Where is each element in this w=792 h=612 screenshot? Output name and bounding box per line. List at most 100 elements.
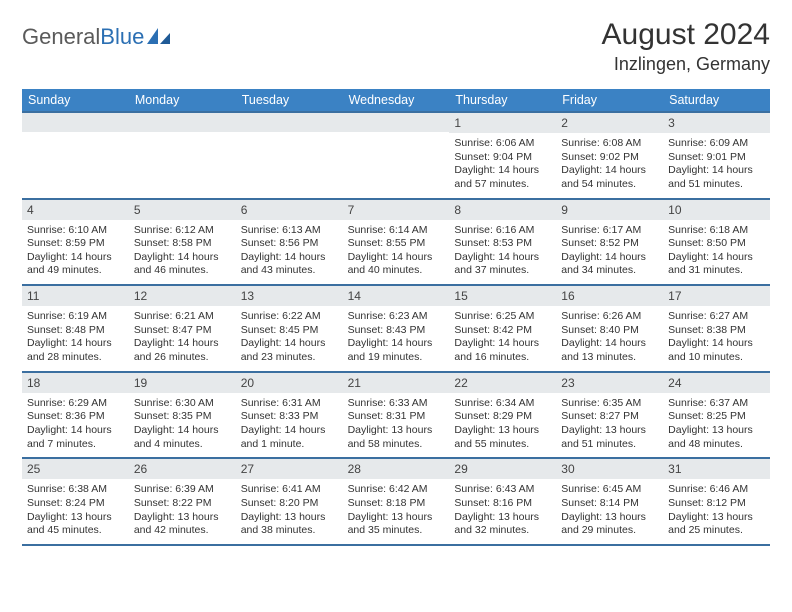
daylight-text: Daylight: 14 hours and 34 minutes. bbox=[561, 251, 658, 278]
sunrise-text: Sunrise: 6:43 AM bbox=[454, 483, 551, 497]
logo-sail-icon bbox=[146, 26, 172, 46]
daylight-text: Daylight: 14 hours and 1 minute. bbox=[241, 424, 338, 451]
daylight-text: Daylight: 13 hours and 55 minutes. bbox=[454, 424, 551, 451]
day-details bbox=[22, 132, 129, 190]
sunset-text: Sunset: 8:40 PM bbox=[561, 324, 658, 338]
daylight-text: Daylight: 13 hours and 45 minutes. bbox=[27, 511, 124, 538]
day-details: Sunrise: 6:34 AMSunset: 8:29 PMDaylight:… bbox=[449, 393, 556, 458]
week-row: 11Sunrise: 6:19 AMSunset: 8:48 PMDayligh… bbox=[22, 284, 770, 371]
sunset-text: Sunset: 8:16 PM bbox=[454, 497, 551, 511]
sunset-text: Sunset: 8:29 PM bbox=[454, 410, 551, 424]
sunrise-text: Sunrise: 6:16 AM bbox=[454, 224, 551, 238]
day-details: Sunrise: 6:35 AMSunset: 8:27 PMDaylight:… bbox=[556, 393, 663, 458]
daylight-text: Daylight: 14 hours and 19 minutes. bbox=[348, 337, 445, 364]
daylight-text: Daylight: 14 hours and 37 minutes. bbox=[454, 251, 551, 278]
day-cell: 27Sunrise: 6:41 AMSunset: 8:20 PMDayligh… bbox=[236, 459, 343, 544]
day-cell: 17Sunrise: 6:27 AMSunset: 8:38 PMDayligh… bbox=[663, 286, 770, 371]
day-details: Sunrise: 6:33 AMSunset: 8:31 PMDaylight:… bbox=[343, 393, 450, 458]
day-number: 9 bbox=[556, 200, 663, 220]
day-number: 5 bbox=[129, 200, 236, 220]
dow-thursday: Thursday bbox=[449, 89, 556, 111]
daylight-text: Daylight: 14 hours and 40 minutes. bbox=[348, 251, 445, 278]
day-cell: 10Sunrise: 6:18 AMSunset: 8:50 PMDayligh… bbox=[663, 200, 770, 285]
day-cell: 18Sunrise: 6:29 AMSunset: 8:36 PMDayligh… bbox=[22, 373, 129, 458]
day-number: 25 bbox=[22, 459, 129, 479]
daylight-text: Daylight: 14 hours and 23 minutes. bbox=[241, 337, 338, 364]
day-number: 16 bbox=[556, 286, 663, 306]
day-number bbox=[129, 113, 236, 132]
logo-text-general: General bbox=[22, 24, 100, 50]
day-details bbox=[129, 132, 236, 190]
day-number: 3 bbox=[663, 113, 770, 133]
sunrise-text: Sunrise: 6:42 AM bbox=[348, 483, 445, 497]
daylight-text: Daylight: 14 hours and 26 minutes. bbox=[134, 337, 231, 364]
daylight-text: Daylight: 14 hours and 10 minutes. bbox=[668, 337, 765, 364]
header: GeneralBlue August 2024 Inzlingen, Germa… bbox=[22, 18, 770, 75]
day-cell: 28Sunrise: 6:42 AMSunset: 8:18 PMDayligh… bbox=[343, 459, 450, 544]
day-number: 23 bbox=[556, 373, 663, 393]
sunset-text: Sunset: 8:36 PM bbox=[27, 410, 124, 424]
sunrise-text: Sunrise: 6:18 AM bbox=[668, 224, 765, 238]
sunrise-text: Sunrise: 6:21 AM bbox=[134, 310, 231, 324]
daylight-text: Daylight: 14 hours and 16 minutes. bbox=[454, 337, 551, 364]
sunset-text: Sunset: 8:50 PM bbox=[668, 237, 765, 251]
day-number: 1 bbox=[449, 113, 556, 133]
day-cell: 8Sunrise: 6:16 AMSunset: 8:53 PMDaylight… bbox=[449, 200, 556, 285]
day-number: 18 bbox=[22, 373, 129, 393]
day-cell: 15Sunrise: 6:25 AMSunset: 8:42 PMDayligh… bbox=[449, 286, 556, 371]
day-details: Sunrise: 6:46 AMSunset: 8:12 PMDaylight:… bbox=[663, 479, 770, 544]
calendar-bottom-border bbox=[22, 544, 770, 546]
daylight-text: Daylight: 14 hours and 46 minutes. bbox=[134, 251, 231, 278]
day-cell bbox=[129, 113, 236, 198]
dow-sunday: Sunday bbox=[22, 89, 129, 111]
logo: GeneralBlue bbox=[22, 24, 172, 50]
daylight-text: Daylight: 14 hours and 4 minutes. bbox=[134, 424, 231, 451]
day-details bbox=[343, 132, 450, 190]
sunrise-text: Sunrise: 6:26 AM bbox=[561, 310, 658, 324]
day-details bbox=[236, 132, 343, 190]
day-number bbox=[236, 113, 343, 132]
day-cell: 7Sunrise: 6:14 AMSunset: 8:55 PMDaylight… bbox=[343, 200, 450, 285]
sunset-text: Sunset: 8:27 PM bbox=[561, 410, 658, 424]
sunrise-text: Sunrise: 6:30 AM bbox=[134, 397, 231, 411]
day-number: 24 bbox=[663, 373, 770, 393]
week-row: 1Sunrise: 6:06 AMSunset: 9:04 PMDaylight… bbox=[22, 111, 770, 198]
sunrise-text: Sunrise: 6:46 AM bbox=[668, 483, 765, 497]
day-details: Sunrise: 6:12 AMSunset: 8:58 PMDaylight:… bbox=[129, 220, 236, 285]
day-cell: 24Sunrise: 6:37 AMSunset: 8:25 PMDayligh… bbox=[663, 373, 770, 458]
sunset-text: Sunset: 8:18 PM bbox=[348, 497, 445, 511]
daylight-text: Daylight: 14 hours and 49 minutes. bbox=[27, 251, 124, 278]
sunset-text: Sunset: 8:56 PM bbox=[241, 237, 338, 251]
daylight-text: Daylight: 14 hours and 28 minutes. bbox=[27, 337, 124, 364]
daylight-text: Daylight: 13 hours and 58 minutes. bbox=[348, 424, 445, 451]
sunset-text: Sunset: 8:53 PM bbox=[454, 237, 551, 251]
day-details: Sunrise: 6:17 AMSunset: 8:52 PMDaylight:… bbox=[556, 220, 663, 285]
day-details: Sunrise: 6:19 AMSunset: 8:48 PMDaylight:… bbox=[22, 306, 129, 371]
sunset-text: Sunset: 8:22 PM bbox=[134, 497, 231, 511]
day-details: Sunrise: 6:06 AMSunset: 9:04 PMDaylight:… bbox=[449, 133, 556, 198]
sunrise-text: Sunrise: 6:29 AM bbox=[27, 397, 124, 411]
day-details: Sunrise: 6:14 AMSunset: 8:55 PMDaylight:… bbox=[343, 220, 450, 285]
sunset-text: Sunset: 8:20 PM bbox=[241, 497, 338, 511]
sunset-text: Sunset: 8:48 PM bbox=[27, 324, 124, 338]
day-details: Sunrise: 6:39 AMSunset: 8:22 PMDaylight:… bbox=[129, 479, 236, 544]
sunrise-text: Sunrise: 6:19 AM bbox=[27, 310, 124, 324]
sunrise-text: Sunrise: 6:27 AM bbox=[668, 310, 765, 324]
sunrise-text: Sunrise: 6:33 AM bbox=[348, 397, 445, 411]
day-number: 30 bbox=[556, 459, 663, 479]
daylight-text: Daylight: 14 hours and 57 minutes. bbox=[454, 164, 551, 191]
sunrise-text: Sunrise: 6:31 AM bbox=[241, 397, 338, 411]
sunrise-text: Sunrise: 6:06 AM bbox=[454, 137, 551, 151]
daylight-text: Daylight: 14 hours and 54 minutes. bbox=[561, 164, 658, 191]
day-number: 7 bbox=[343, 200, 450, 220]
day-cell bbox=[22, 113, 129, 198]
day-details: Sunrise: 6:29 AMSunset: 8:36 PMDaylight:… bbox=[22, 393, 129, 458]
day-number: 13 bbox=[236, 286, 343, 306]
day-cell: 19Sunrise: 6:30 AMSunset: 8:35 PMDayligh… bbox=[129, 373, 236, 458]
day-number: 6 bbox=[236, 200, 343, 220]
day-cell: 26Sunrise: 6:39 AMSunset: 8:22 PMDayligh… bbox=[129, 459, 236, 544]
sunset-text: Sunset: 8:25 PM bbox=[668, 410, 765, 424]
week-row: 25Sunrise: 6:38 AMSunset: 8:24 PMDayligh… bbox=[22, 457, 770, 544]
daylight-text: Daylight: 13 hours and 29 minutes. bbox=[561, 511, 658, 538]
day-details: Sunrise: 6:23 AMSunset: 8:43 PMDaylight:… bbox=[343, 306, 450, 371]
